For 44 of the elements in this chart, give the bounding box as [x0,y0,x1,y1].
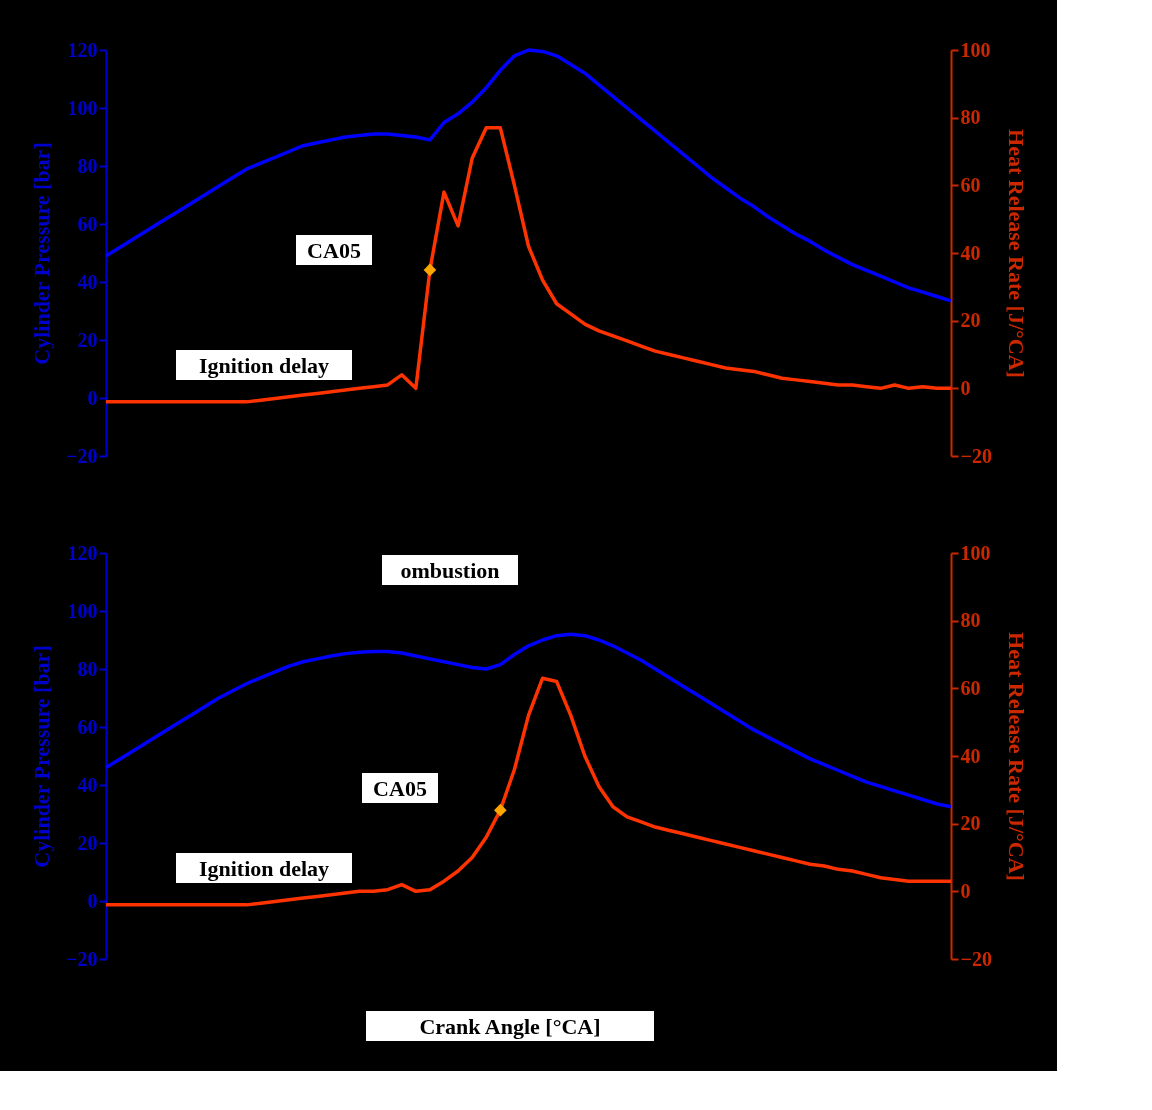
y2-axis-title: Heat Release Rate [J/°CA] [1003,632,1029,881]
y-tick-label: 40 [77,270,98,293]
y2-tick-label: 100 [960,38,991,61]
y2-tick-label: −20 [960,947,992,970]
annotation: Ignition delay [198,856,330,881]
annotation: Ignition delay [198,353,330,378]
y-tick-label: 0 [87,889,98,912]
line-series [104,632,953,809]
line-series [104,676,953,907]
annotation: CA05 [307,238,361,263]
y-axis-title: Cylinder Pressure [bar] [29,645,55,868]
y2-tick-label: 40 [960,241,981,264]
y2-tick-label: 60 [960,676,981,699]
annotation: CA05 [373,776,427,801]
y2-tick-label: 20 [960,812,981,835]
y-axis-title: Cylinder Pressure [bar] [29,142,55,365]
y-tick-label: 80 [77,657,98,680]
y2-tick-label: 80 [960,106,981,129]
y-tick-label: 20 [77,328,98,351]
y2-tick-label: 100 [960,541,991,564]
y2-tick-label: 20 [960,309,981,332]
y-tick-label: 100 [67,599,98,622]
y-tick-label: 100 [67,96,98,119]
y-tick-label: −20 [66,947,98,970]
y-tick-label: 120 [67,38,98,61]
y2-tick-label: 0 [960,376,971,399]
y2-tick-label: 60 [960,173,981,196]
y2-tick-label: 40 [960,744,981,767]
y-tick-label: 40 [77,773,98,796]
y-tick-label: 20 [77,831,98,854]
y-tick-label: −20 [66,444,98,467]
y-tick-label: 0 [87,386,98,409]
y-tick-label: 80 [77,154,98,177]
x-axis-title: Crank Angle [°CA] [419,1014,601,1039]
line-series [104,126,953,404]
y2-tick-label: −20 [960,444,992,467]
y2-tick-label: 80 [960,609,981,632]
annotation: ombustion [400,558,500,583]
y-tick-label: 60 [77,715,98,738]
y-tick-label: 60 [77,212,98,235]
y2-axis-title: Heat Release Rate [J/°CA] [1003,129,1029,378]
line-series [104,48,953,303]
y2-tick-label: 0 [960,879,971,902]
y-tick-label: 120 [67,541,98,564]
